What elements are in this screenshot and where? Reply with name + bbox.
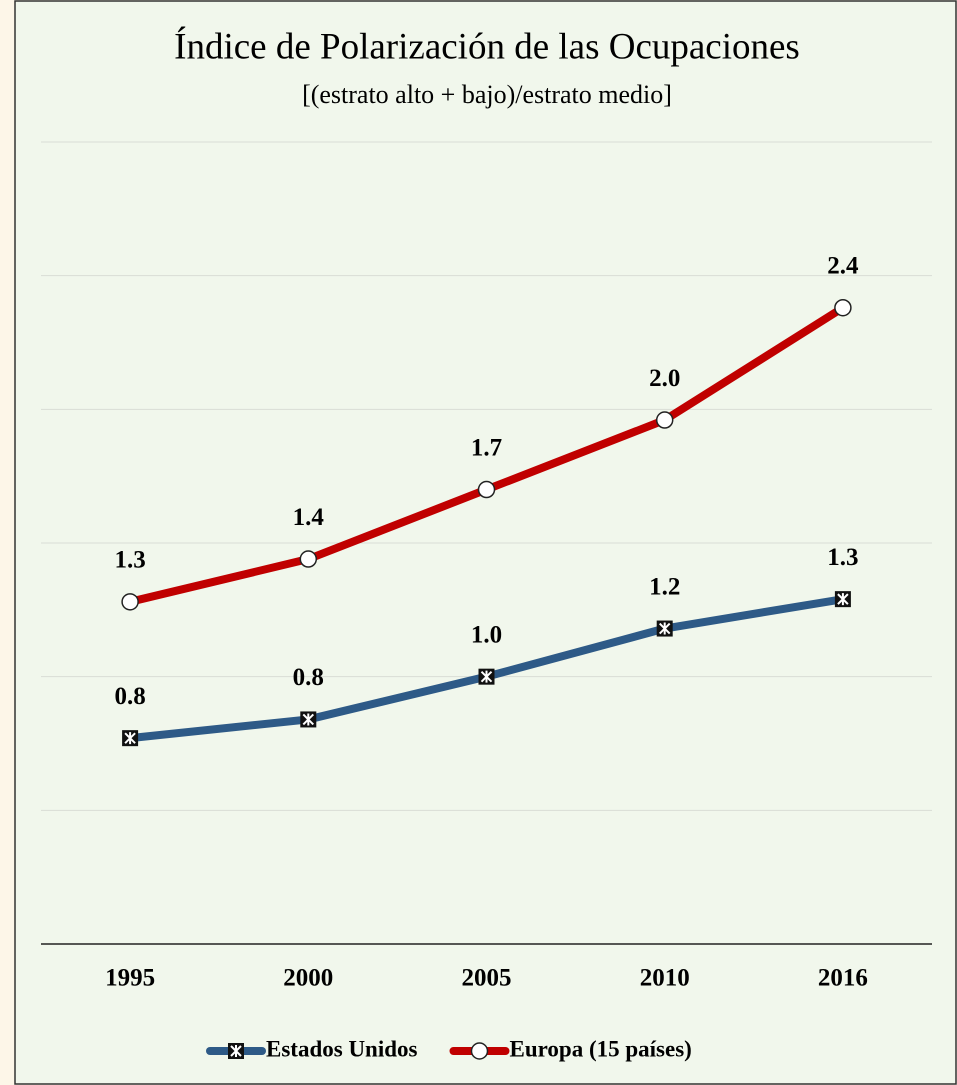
point-marker [477, 480, 496, 499]
point-marker [121, 593, 139, 611]
data-label: 1.3 [827, 544, 858, 571]
chart-title: Índice de Polarización de las Ocupacione… [174, 25, 800, 67]
data-label: 1.7 [471, 434, 502, 461]
point-marker [300, 711, 317, 728]
data-label: 0.8 [114, 683, 145, 710]
legend-marker [470, 1042, 489, 1060]
data-label: 1.3 [114, 547, 145, 574]
data-label: 2.0 [649, 365, 680, 392]
point-marker [478, 668, 495, 685]
data-label: 1.0 [471, 621, 502, 648]
x-tick-label: 2005 [462, 965, 512, 992]
point-marker [834, 298, 852, 317]
point-marker [834, 591, 851, 608]
data-label: 1.4 [293, 504, 325, 531]
legend-label: Europa (15 países) [509, 1036, 691, 1061]
x-tick-label: 2016 [818, 965, 868, 992]
x-tick-label: 2010 [640, 965, 690, 992]
x-tick-label: 1995 [105, 965, 155, 992]
data-label: 1.2 [649, 573, 680, 600]
point-marker [122, 730, 139, 747]
chart-subtitle: [(estrato alto + bajo)/estrato medio] [302, 80, 672, 109]
x-tick-label: 2000 [283, 965, 333, 992]
data-label: 2.4 [827, 252, 859, 279]
data-label: 0.8 [293, 664, 324, 691]
legend-label: Estados Unidos [266, 1036, 418, 1061]
point-marker [656, 620, 673, 637]
legend-marker [228, 1043, 244, 1059]
point-marker [299, 550, 318, 568]
point-marker [655, 411, 674, 429]
